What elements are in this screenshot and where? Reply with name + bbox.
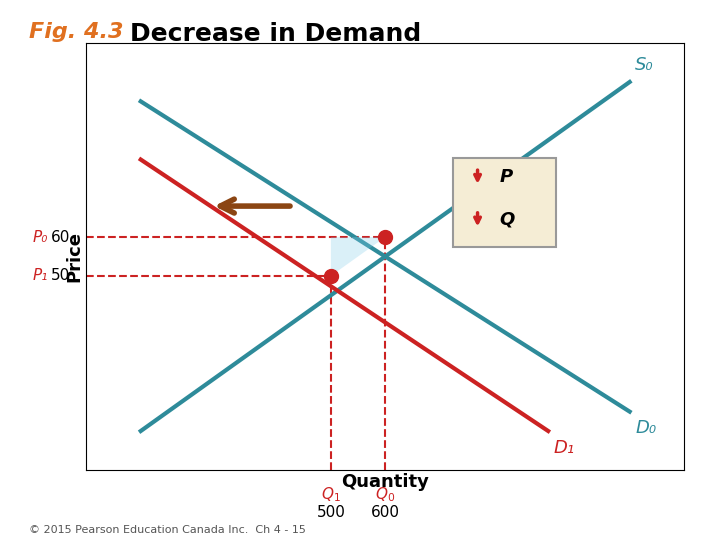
Text: 50: 50 (51, 268, 70, 284)
Text: S₀: S₀ (635, 56, 654, 74)
Polygon shape (331, 237, 385, 276)
Text: 600: 600 (371, 505, 400, 519)
Text: P: P (499, 168, 513, 186)
Text: Decrease in Demand: Decrease in Demand (130, 22, 421, 45)
Text: D₀: D₀ (635, 420, 656, 437)
Y-axis label: Price: Price (66, 231, 84, 282)
X-axis label: Quantity: Quantity (341, 472, 429, 490)
Text: P₁: P₁ (33, 268, 48, 284)
Text: Q: Q (499, 211, 515, 228)
Text: P₀: P₀ (33, 230, 48, 245)
Text: Q$_0$: Q$_0$ (375, 485, 395, 504)
FancyBboxPatch shape (453, 158, 557, 247)
Text: Fig. 4.3: Fig. 4.3 (29, 22, 123, 42)
Text: Q$_1$: Q$_1$ (321, 485, 341, 504)
Text: © 2015 Pearson Education Canada Inc.  Ch 4 - 15: © 2015 Pearson Education Canada Inc. Ch … (29, 524, 306, 535)
Text: D₁: D₁ (554, 439, 575, 457)
Text: 500: 500 (316, 505, 346, 519)
Text: 60: 60 (50, 230, 70, 245)
